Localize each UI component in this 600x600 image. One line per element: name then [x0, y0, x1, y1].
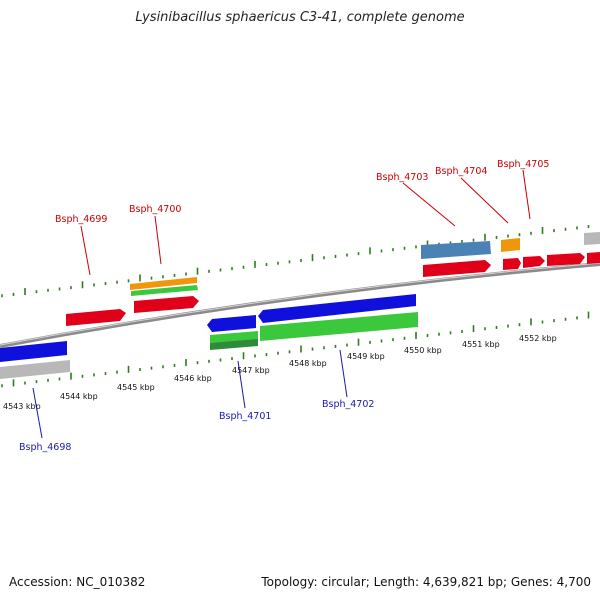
gene-feature-green[interactable] [131, 285, 198, 296]
leader-bsph-4703 [402, 182, 456, 227]
lower-tick-track [1, 311, 590, 388]
gene-label-bsph-4700[interactable]: Bsph_4700 [129, 204, 181, 215]
scale-label-4552: 4552 kbp [519, 334, 557, 343]
scale-label-4551: 4551 kbp [462, 340, 500, 349]
gene-bsph-4703-steel[interactable] [421, 241, 491, 259]
scale-labels: 4543 kbp 4544 kbp 4545 kbp 4546 kbp 4547… [3, 334, 557, 411]
scale-label-4550: 4550 kbp [404, 346, 442, 355]
leader-bsph-4699 [80, 225, 91, 276]
leader-bsph-4700 [154, 215, 162, 265]
label-leaders [32, 169, 531, 439]
leader-bsph-4704 [460, 177, 509, 224]
gene-label-bsph-4703[interactable]: Bsph_4703 [376, 172, 428, 183]
leader-bsph-4701 [237, 360, 246, 409]
gene-bsph-4705-c[interactable] [547, 253, 585, 266]
reverse-genes [0, 294, 418, 379]
gene-bsph-4701[interactable] [207, 315, 256, 332]
gene-feature-orange[interactable] [130, 277, 197, 290]
leader-bsph-4702 [339, 349, 348, 398]
gene-bsph-4700[interactable] [134, 296, 199, 313]
scale-label-4547: 4547 kbp [232, 366, 270, 375]
gene-feature-gray-left[interactable] [0, 360, 70, 379]
scale-label-4546: 4546 kbp [174, 374, 212, 383]
scale-label-4543: 4543 kbp [3, 402, 41, 411]
gene-label-bsph-4699[interactable]: Bsph_4699 [55, 214, 107, 225]
scale-label-4544: 4544 kbp [60, 392, 98, 401]
gene-feature[interactable] [66, 309, 126, 326]
gene-label-bsph-4701[interactable]: Bsph_4701 [219, 411, 271, 422]
gene-feature-dark-green[interactable] [210, 339, 258, 350]
gene-bsph-4704[interactable] [501, 238, 520, 252]
gene-bsph-4698[interactable] [0, 341, 67, 362]
map-title: Lysinibacillus sphaericus C3-41, complet… [135, 10, 465, 25]
genome-backbone [0, 262, 600, 348]
scale-label-4549: 4549 kbp [347, 352, 385, 361]
gene-bsph-4705-b[interactable] [523, 256, 545, 268]
gene-label-bsph-4698[interactable]: Bsph_4698 [19, 442, 71, 453]
gene-feature-gray-right[interactable] [584, 232, 600, 245]
genome-backbone-highlight [0, 262, 600, 346]
leader-bsph-4705 [522, 169, 531, 220]
gene-label-bsph-4704[interactable]: Bsph_4704 [435, 166, 487, 177]
gene-labels: Bsph_4699 Bsph_4700 Bsph_4703 Bsph_4704 … [19, 159, 549, 453]
accession-text: Accession: NC_010382 [9, 575, 146, 589]
gene-bsph-4703[interactable] [423, 260, 491, 277]
gene-bsph-4705-a[interactable] [503, 258, 521, 270]
forward-genes [66, 232, 600, 326]
leader-bsph-4698 [32, 387, 43, 439]
genome-summary-text: Topology: circular; Length: 4,639,821 bp… [261, 575, 591, 589]
scale-label-4545: 4545 kbp [117, 383, 155, 392]
gene-label-bsph-4705[interactable]: Bsph_4705 [497, 159, 549, 170]
scale-label-4548: 4548 kbp [289, 359, 327, 368]
gene-bsph-4702[interactable] [258, 294, 416, 323]
upper-tick-track [1, 225, 590, 298]
gene-label-bsph-4702[interactable]: Bsph_4702 [322, 399, 374, 410]
gene-feature-right[interactable] [587, 252, 600, 264]
gene-feature-green-b[interactable] [260, 312, 418, 341]
